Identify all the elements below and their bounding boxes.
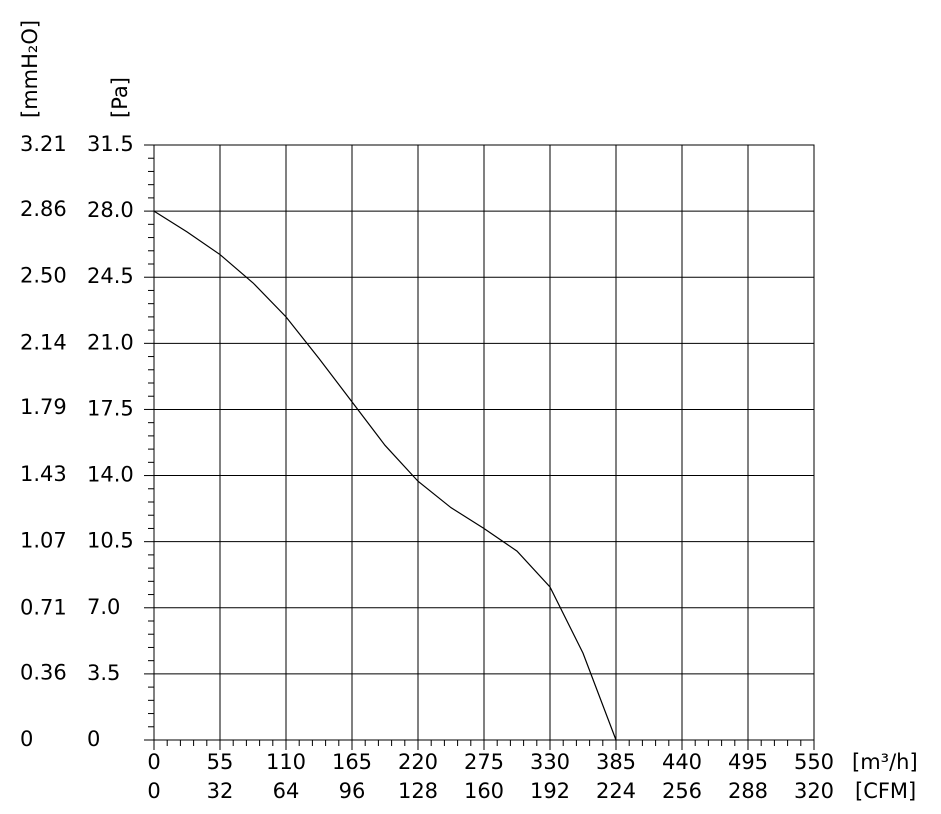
x2-tick-label: 192: [530, 779, 570, 803]
y-tick-label: 0: [87, 727, 100, 751]
curve: [153, 210, 617, 741]
y-tick-label: 21.0: [87, 330, 134, 354]
y2-tick-label: 3.21: [20, 132, 67, 156]
x2-tick-label: 0: [147, 779, 160, 803]
y-tick-label: 14.0: [87, 463, 134, 487]
x-tick-label: 275: [464, 750, 504, 774]
x-tick-label: 165: [332, 750, 372, 774]
y2-axis-label: [mmH₂O]: [18, 20, 42, 118]
x-tick-label: 220: [398, 750, 438, 774]
x2-tick-label: 160: [464, 779, 504, 803]
y2-tick-label: 2.86: [20, 197, 67, 221]
x-tick-label: 330: [530, 750, 570, 774]
y-tick-label: 24.5: [87, 264, 134, 288]
x2-tick-label: 32: [207, 779, 234, 803]
x2-axis-label: [CFM]: [855, 779, 916, 803]
y-tick-label: 31.5: [87, 132, 134, 156]
x2-tick-label: 128: [398, 779, 438, 803]
x-tick-label: 385: [596, 750, 636, 774]
x-tick-label: 55: [207, 750, 234, 774]
x-tick-label: 495: [728, 750, 768, 774]
x2-tick-label: 64: [273, 779, 300, 803]
x2-tick-label: 96: [339, 779, 366, 803]
y-tick-label: 17.5: [87, 396, 134, 420]
y-tick-label: 10.5: [87, 529, 134, 553]
y-axis-label: [Pa]: [108, 77, 132, 118]
x-tick-label: 0: [147, 750, 160, 774]
y2-tick-label: 0: [20, 727, 33, 751]
y-tick-label: 7.0: [87, 595, 120, 619]
x2-tick-label: 288: [728, 779, 768, 803]
y-tick-label: 3.5: [87, 661, 120, 685]
x2-tick-label: 320: [794, 779, 834, 803]
y2-tick-label: 1.07: [20, 529, 67, 553]
x-tick-label: 110: [266, 750, 306, 774]
x-axis-label: [m³/h]: [852, 750, 918, 774]
y2-tick-label: 2.50: [20, 264, 67, 288]
y2-tick-label: 2.14: [20, 330, 67, 354]
y2-tick-label: 0.36: [20, 660, 67, 684]
x-tick-label: 440: [662, 750, 702, 774]
x2-tick-label: 256: [662, 779, 702, 803]
y2-tick-label: 0.71: [20, 595, 67, 619]
y-tick-label: 28.0: [87, 198, 134, 222]
x-tick-label: 550: [794, 750, 834, 774]
y2-tick-label: 1.79: [20, 395, 67, 419]
y2-tick-label: 1.43: [20, 462, 67, 486]
x2-tick-label: 224: [596, 779, 636, 803]
